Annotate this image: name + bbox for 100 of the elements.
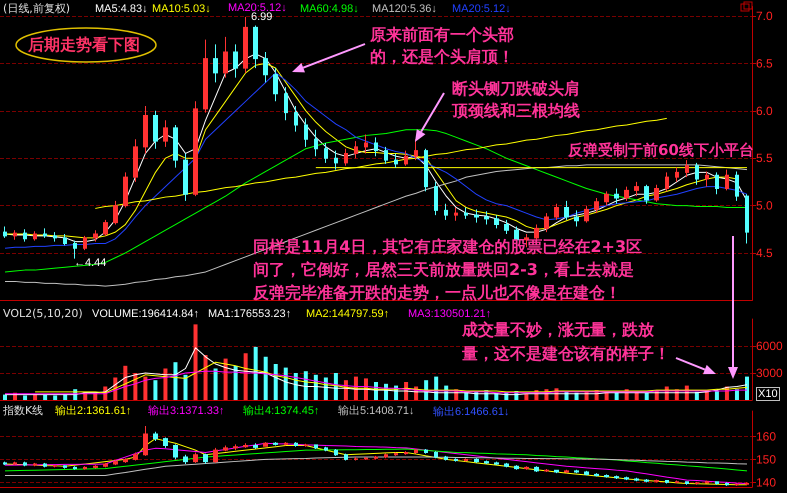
line-series [4,347,748,396]
text: 输出3:1371.33↑ [148,405,224,417]
bar [214,368,218,400]
bar [183,374,188,400]
candlestick [584,470,589,476]
candlestick [404,150,408,166]
text: MA120:5.36↓ [372,3,437,15]
y-tick-label: 6.5 [756,56,774,70]
text: MA20:5.12↓ [452,3,511,15]
y-tick-label: 3000 [756,366,784,380]
y-tick-label: 5.5 [756,151,774,166]
candlestick [354,456,358,462]
candlestick [213,447,218,464]
candlestick [504,219,509,235]
candlestick [294,442,298,448]
candlestick [113,200,118,226]
bar [163,368,168,400]
bar [254,346,258,400]
text: 输出4:1374.45↑ [243,405,320,417]
candlestick [564,469,569,474]
bar [734,389,739,400]
candlestick [494,461,499,466]
candlestick [685,160,689,178]
candlestick [715,172,719,195]
line-series [4,456,748,476]
candlestick [544,212,549,233]
candlestick [394,152,398,168]
annotation: 原来前面有一个头部的，还是个头肩顶！ [370,24,515,68]
bar [644,392,649,400]
candlestick [63,234,67,246]
bar [714,391,719,400]
candlestick [153,110,158,150]
candlestick [444,455,448,462]
y-tick-label: 5.0 [756,198,774,213]
candlestick [183,454,188,464]
annotation: 成交量不妙，涨无量，跌放量，这不是建仓该有的样子！ [462,319,671,365]
candlestick [173,124,178,168]
candlestick [735,483,739,486]
candlestick [334,150,338,170]
y-tick-label: 140 [756,475,776,490]
text: MA60:4.98↓ [300,3,359,15]
candlestick [414,138,418,161]
candlestick [133,452,138,462]
candlestick [364,134,368,154]
candlestick [163,436,168,448]
candlestick [193,452,198,464]
bar [274,364,278,400]
candlestick [294,106,298,132]
candlestick [584,205,589,224]
candlestick [143,425,148,456]
candlestick [644,184,649,204]
candlestick [314,129,318,157]
candlestick [143,106,148,154]
candlestick [73,466,77,470]
y-tick-label: 4.5 [756,246,774,260]
candlestick [253,24,258,69]
candlestick [284,86,288,121]
y-tick-label: 6000 [756,339,784,353]
candlestick [644,478,649,483]
bar [744,376,749,400]
bar [23,396,28,400]
candlestick [464,458,468,462]
candlestick [324,446,328,452]
chart-title: 指数K线 [2,404,44,417]
candlestick [474,208,479,224]
candlestick [544,468,549,473]
candlestick [554,469,559,474]
candlestick [695,481,699,486]
candlestick [394,452,398,456]
candlestick [83,235,87,251]
candlestick [695,162,699,186]
candlestick [103,462,108,468]
candlestick [434,181,438,216]
bar [204,355,208,400]
bar [43,394,48,400]
candlestick [223,36,228,78]
bar [194,324,198,400]
candlestick [604,474,609,478]
candlestick [233,44,238,78]
candlestick [594,472,599,478]
candlestick [33,230,37,242]
candlestick [484,460,489,464]
candlestick [404,450,408,456]
candlestick [23,228,27,242]
candlestick [444,203,448,220]
candlestick [33,462,37,467]
annotation: 6.99 [251,11,272,23]
candlestick [374,455,378,460]
candlestick [113,460,118,466]
candlestick [665,172,669,192]
bar [244,353,248,400]
candlestick [634,181,639,197]
bar [53,396,58,400]
candlestick [83,466,87,470]
candlestick [13,461,17,466]
chart-title: VOL2(5,10,20) [3,307,83,320]
candlestick [715,480,719,486]
candlestick [654,184,659,202]
candlestick [253,442,258,450]
candlestick [193,100,198,197]
